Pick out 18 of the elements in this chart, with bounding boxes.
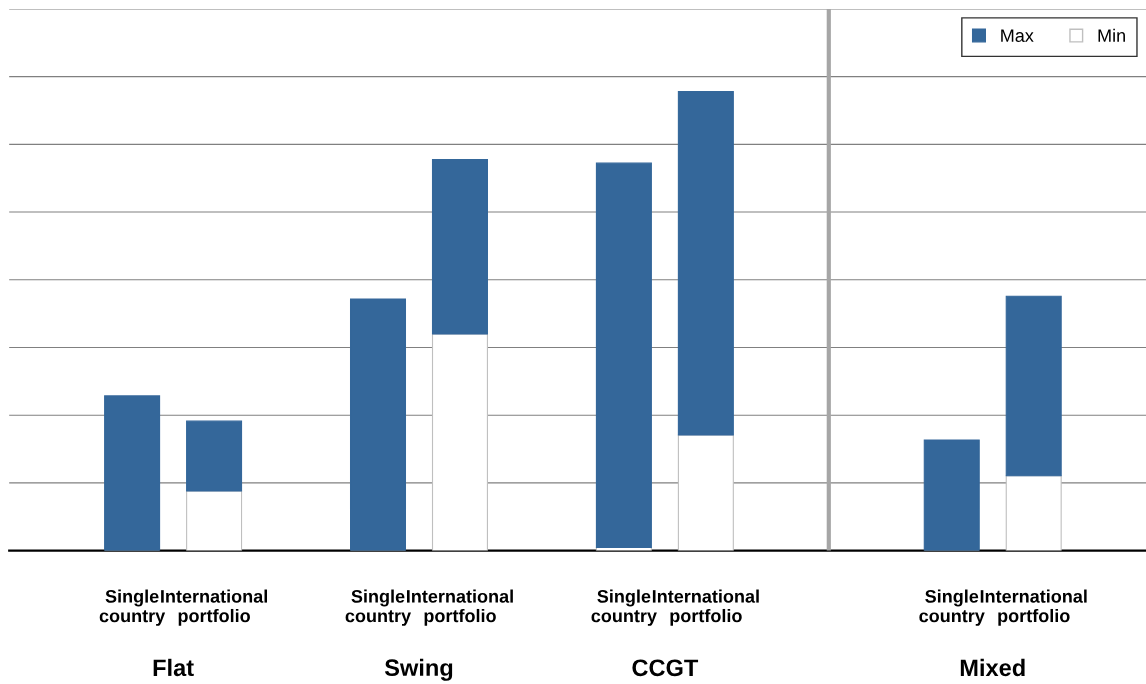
legend-label: Min <box>1098 28 1125 42</box>
bar <box>349 298 407 551</box>
text: Swing <box>384 658 453 681</box>
bar <box>1005 475 1062 551</box>
text: Mixed <box>960 658 1025 677</box>
bar <box>186 490 243 551</box>
bar <box>923 439 980 551</box>
bar <box>1005 295 1062 477</box>
text: CCGT <box>632 659 699 677</box>
bar <box>677 434 734 551</box>
bar <box>186 420 243 492</box>
bar <box>677 90 734 436</box>
bar <box>595 162 652 548</box>
legend-label: Max <box>1001 29 1034 43</box>
bar <box>104 395 161 551</box>
bar <box>431 158 488 335</box>
text: Flat <box>153 658 194 677</box>
bar <box>431 333 488 551</box>
